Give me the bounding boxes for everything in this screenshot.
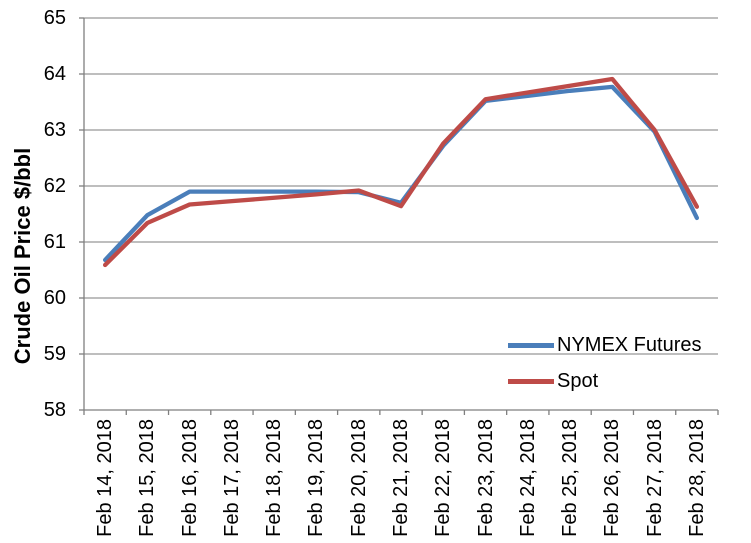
x-tick-label: Feb 22, 2018 — [432, 419, 455, 537]
x-tick-label: Feb 14, 2018 — [94, 419, 117, 537]
series-line-nymex-futures — [102, 84, 700, 263]
y-tick-label: 61 — [43, 231, 66, 253]
x-tick-label: Feb 21, 2018 — [390, 419, 412, 537]
y-tick-label: 58 — [43, 399, 66, 421]
x-tick-label: Feb 26, 2018 — [601, 419, 624, 537]
nymex-futures-line-swatch — [508, 342, 554, 348]
y-tick-label: 63 — [43, 119, 66, 141]
y-tick-label: 64 — [43, 63, 66, 85]
y-tick-label: 62 — [43, 175, 66, 197]
x-tick-label: Feb 15, 2018 — [136, 419, 159, 537]
x-tick-label: Feb 20, 2018 — [347, 419, 370, 537]
x-tick-label: Feb 16, 2018 — [178, 419, 201, 537]
spot-line-swatch — [508, 378, 554, 384]
x-tick-label: Feb 19, 2018 — [305, 419, 328, 537]
x-tick-label: Feb 27, 2018 — [643, 419, 666, 537]
legend: NYMEX Futures Spot — [508, 327, 701, 399]
x-tick-label: Feb 18, 2018 — [263, 419, 286, 537]
legend-label-spot: Spot — [557, 369, 599, 392]
x-tick-label: Feb 25, 2018 — [559, 419, 582, 537]
x-tick-label: Feb 23, 2018 — [474, 419, 497, 537]
legend-item-spot: Spot — [508, 363, 701, 399]
legend-label-nymex-futures: NYMEX Futures — [557, 333, 702, 356]
y-tick-label: 65 — [43, 7, 66, 29]
x-tick-label: Feb 24, 2018 — [516, 419, 539, 537]
x-tick-label: Feb 17, 2018 — [220, 419, 243, 537]
x-tick-label: Feb 28, 2018 — [685, 419, 708, 537]
legend-item-nymex-futures: NYMEX Futures — [508, 327, 701, 363]
series-line-spot — [102, 76, 700, 268]
y-tick-label: 60 — [43, 287, 66, 309]
y-tick-label: 59 — [43, 343, 66, 365]
